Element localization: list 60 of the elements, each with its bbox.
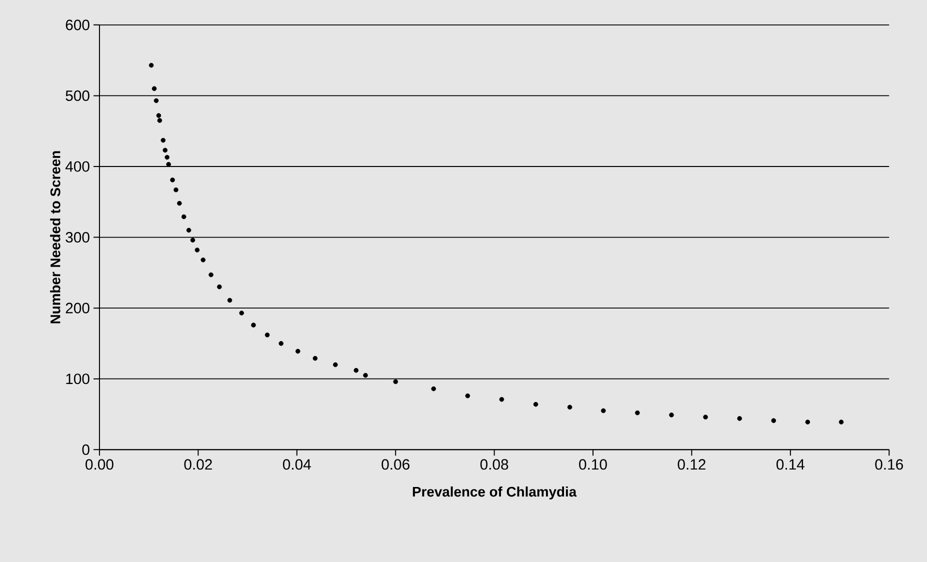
point bbox=[533, 402, 538, 407]
point bbox=[194, 247, 200, 252]
y-tick-label: 200 bbox=[66, 302, 90, 314]
point bbox=[737, 416, 742, 421]
y-tick-label: 400 bbox=[65, 161, 90, 172]
point bbox=[393, 379, 398, 384]
point bbox=[164, 154, 170, 160]
point bbox=[567, 404, 572, 410]
point bbox=[227, 298, 232, 303]
x-tick-label: 0.14 bbox=[776, 458, 804, 470]
x-tick-label: 0.12 bbox=[678, 458, 706, 470]
point bbox=[465, 393, 470, 398]
point bbox=[181, 214, 186, 219]
point bbox=[200, 257, 206, 262]
point bbox=[805, 419, 810, 424]
x-tick-label: 0.04 bbox=[282, 458, 311, 470]
point bbox=[635, 410, 640, 416]
point bbox=[157, 118, 162, 123]
point bbox=[217, 284, 222, 290]
point bbox=[703, 414, 708, 420]
x-tick-label: 0.08 bbox=[480, 458, 508, 470]
point bbox=[278, 340, 284, 346]
point bbox=[154, 98, 159, 103]
point bbox=[771, 418, 776, 423]
x-tick-label: 0.06 bbox=[382, 458, 410, 470]
point bbox=[264, 332, 270, 338]
point bbox=[186, 228, 192, 232]
point bbox=[208, 272, 214, 278]
point bbox=[669, 412, 674, 418]
point bbox=[354, 368, 358, 373]
y-axis-title: Number Needed to Screen bbox=[50, 151, 60, 324]
x-tick-label: 0.10 bbox=[579, 458, 607, 470]
x-axis-title: Prevalence of Chlamydia bbox=[412, 486, 577, 500]
point bbox=[332, 362, 338, 367]
y-tick-label: 600 bbox=[66, 19, 90, 30]
point bbox=[499, 396, 504, 402]
point bbox=[152, 86, 157, 91]
x-tick-label: 0.02 bbox=[184, 458, 212, 470]
point bbox=[148, 62, 154, 68]
point bbox=[251, 322, 256, 328]
point bbox=[838, 419, 844, 424]
point bbox=[600, 408, 606, 413]
point bbox=[174, 187, 178, 192]
point bbox=[431, 386, 436, 392]
y-tick-label: 100 bbox=[66, 373, 90, 384]
point bbox=[190, 238, 196, 242]
point bbox=[312, 356, 318, 361]
point bbox=[156, 112, 162, 118]
y-tick-label: 300 bbox=[66, 232, 90, 242]
point bbox=[160, 138, 166, 143]
y-tick-label: 0 bbox=[82, 444, 90, 455]
point bbox=[177, 200, 182, 206]
point bbox=[162, 148, 168, 152]
x-tick-label: 0.16 bbox=[875, 458, 903, 470]
point bbox=[239, 310, 244, 316]
y-tick-label: 500 bbox=[66, 90, 90, 101]
point bbox=[170, 177, 175, 182]
point bbox=[363, 372, 368, 378]
x-tick-label: 0.00 bbox=[86, 458, 114, 470]
point bbox=[295, 348, 300, 354]
